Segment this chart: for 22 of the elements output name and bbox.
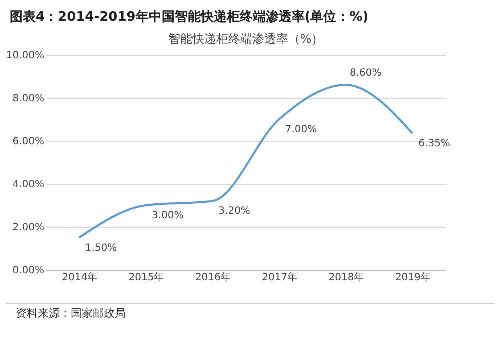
y-tick-label: 10.00% (6, 50, 44, 62)
x-tick-label: 2014年 (62, 272, 98, 284)
data-label: 3.00% (152, 210, 184, 222)
y-tick-label: 4.00% (12, 180, 44, 190)
y-tick-label: 0.00% (12, 266, 44, 276)
x-tick-label: 2017年 (262, 272, 298, 284)
data-label: 3.20% (218, 206, 250, 218)
x-tick-label: 2019年 (395, 272, 431, 284)
y-tick-label: 2.00% (12, 222, 44, 234)
chart-title: 图表4：2014-2019年中国智能快递柜终端渗透率(单位：%) (9, 8, 370, 27)
data-label: 1.50% (85, 242, 118, 254)
y-tick-label: 8.00% (12, 94, 44, 104)
y-tick-label: 6.00% (12, 136, 44, 148)
x-tick-label: 2018年 (328, 272, 364, 284)
data-label: 8.60% (350, 68, 382, 80)
text: 资料来源：国家邮政局 (6, 303, 494, 323)
data-label: 7.00% (285, 124, 318, 136)
x-tick-label: 2015年 (128, 272, 164, 284)
x-tick-label: 2016年 (195, 272, 231, 284)
chart-subtitle: 智能快递柜终端渗透率（%） (168, 32, 324, 46)
data-label: 6.35% (418, 138, 450, 150)
line-series (78, 84, 414, 239)
